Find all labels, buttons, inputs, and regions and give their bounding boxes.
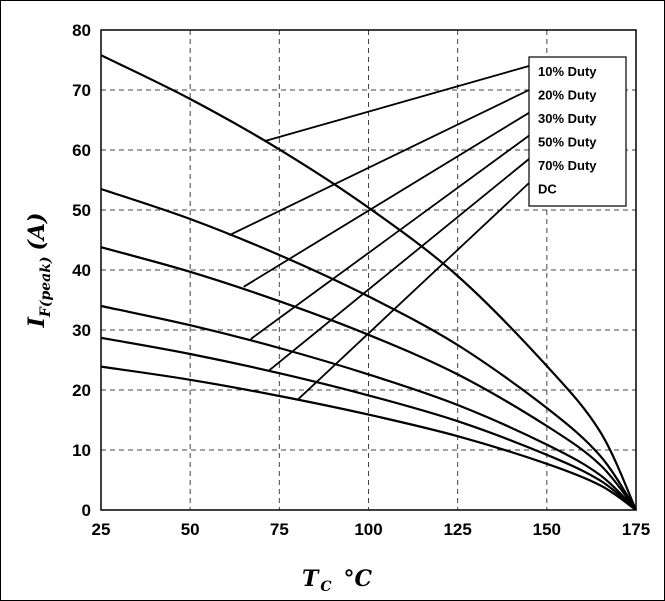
y-axis-label-main: I	[24, 316, 50, 328]
x-axis-label: T C °C	[302, 566, 373, 595]
x-axis-label-sub: C	[320, 579, 331, 595]
y-tick-label: 70	[72, 81, 91, 100]
legend-entry: 20% Duty	[538, 88, 597, 103]
legend-leader-line	[268, 158, 530, 372]
legend-box	[528, 56, 627, 207]
x-tick-label: 150	[533, 520, 561, 539]
x-axis-label-main: T	[302, 566, 320, 592]
series-line	[100, 304, 637, 511]
x-tick-label: 75	[270, 520, 289, 539]
y-tick-label: 60	[72, 141, 91, 160]
series-line	[100, 54, 638, 511]
legend: 10% Duty 20% Duty 30% Duty 50% Duty 70% Duty…	[528, 56, 627, 207]
y-tick-label: 40	[72, 261, 91, 280]
legend-leader-line	[243, 112, 530, 288]
y-tick-label: 30	[72, 321, 91, 340]
x-tick-label: 100	[354, 520, 382, 539]
x-tick-label: 175	[622, 520, 650, 539]
legend-entry: 70% Duty	[538, 158, 597, 173]
legend-entry: DC	[538, 182, 557, 197]
x-tick-label: 50	[181, 520, 200, 539]
y-axis-label-unit: (A)	[24, 213, 50, 251]
series-curves	[100, 54, 638, 511]
legend-entry: 10% Duty	[538, 64, 597, 79]
y-tick-label: 50	[72, 201, 91, 220]
series-line	[100, 187, 637, 511]
x-tick-label: 25	[92, 520, 111, 539]
y-tick-label: 10	[72, 441, 91, 460]
series-line	[100, 246, 637, 511]
x-axis-label-unit: °C	[344, 566, 373, 592]
y-tick-label: 80	[72, 21, 91, 40]
y-tick-labels: 0 10 20 30 40 50 60 70 80	[72, 21, 91, 520]
y-tick-label: 0	[82, 501, 91, 520]
y-tick-label: 20	[72, 381, 91, 400]
legend-leader-line	[229, 89, 530, 237]
x-tick-label: 125	[443, 520, 471, 539]
legend-leader-lines	[229, 65, 530, 401]
legend-leader-line	[250, 134, 530, 340]
legend-leader-line	[264, 65, 530, 142]
y-axis-label-sub: F(peak)	[38, 256, 54, 318]
plot-border	[100, 29, 637, 511]
series-line	[100, 365, 637, 511]
legend-entry: 50% Duty	[538, 135, 597, 150]
legend-entry: 30% Duty	[538, 111, 597, 126]
legend-leader-line	[296, 182, 530, 401]
x-tick-labels: 25 50 75 100 125 150 175	[92, 520, 651, 539]
series-line	[100, 336, 637, 511]
y-axis-label: IF(peak) (A)	[24, 213, 54, 329]
